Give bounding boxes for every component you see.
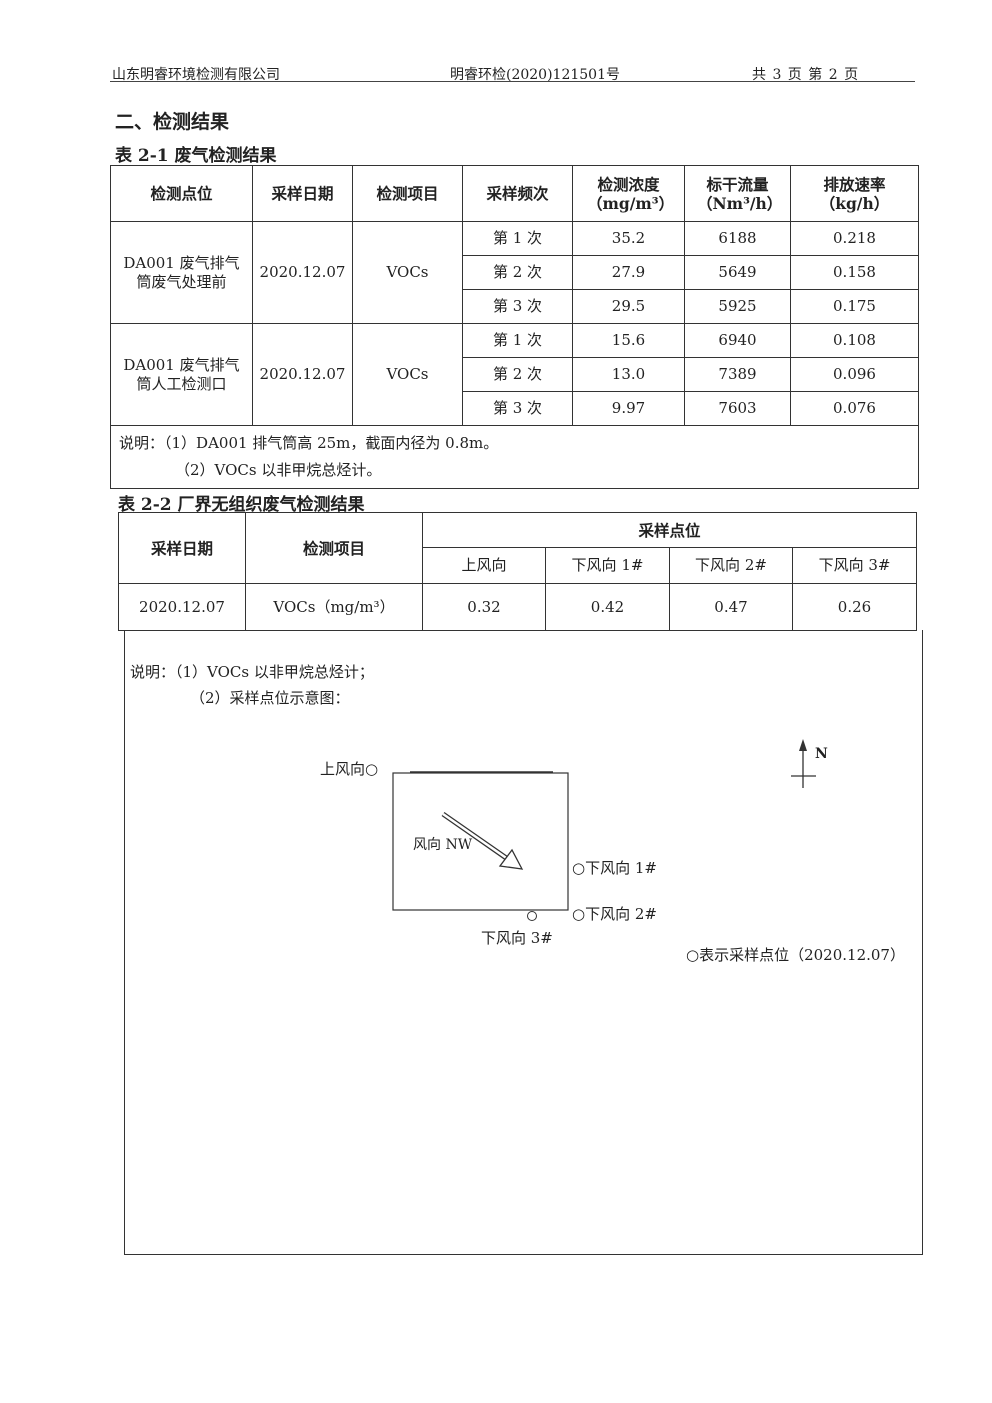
- freq-cell: 第 2 次: [462, 255, 573, 290]
- freq-cell: 第 2 次: [462, 357, 573, 392]
- col-header: 下风向 3#: [791, 547, 918, 584]
- downwind2-label: ○下风向 2#: [572, 905, 657, 923]
- col-header: 检测点位: [110, 165, 253, 222]
- table2-notes-box: [124, 630, 923, 1255]
- freq-cell: 第 1 次: [462, 323, 573, 358]
- table-row: DA001 废气排气筒人工检测口 2020.12.07 VOCs 第 1 次 1…: [110, 323, 919, 426]
- flow-cell: 7389: [684, 357, 791, 392]
- col-header: 采样日期: [118, 512, 246, 584]
- table1-caption: 表 2-1 废气检测结果: [115, 146, 277, 166]
- table-row: 第 2 次 13.0 7389 0.096: [111, 357, 919, 392]
- rate-cell: 0.096: [790, 357, 919, 392]
- rate-cell: 0.076: [790, 391, 919, 426]
- legend-text: ○表示采样点位（2020.12.07）: [686, 946, 905, 964]
- wind-direction-label: 风向 NW: [413, 837, 473, 853]
- table2: 采样日期 检测项目 采样点位 上风向 下风向 1# 下风向 2# 下风向 3# …: [118, 512, 918, 631]
- table-row: DA001 废气排气筒废气处理前 2020.12.07 VOCs 第 1 次 3…: [110, 221, 919, 324]
- site-boundary: [392, 772, 569, 911]
- flow-cell: 5925: [684, 289, 791, 324]
- flow-cell: 6940: [684, 323, 791, 358]
- freq-cell: 第 3 次: [462, 289, 573, 324]
- page-info: 共 3 页 第 2 页: [752, 67, 860, 83]
- date-cell: 2020.12.07: [252, 323, 353, 426]
- note-1: 说明：（1）DA001 排气筒高 25m，截面内径为 0.8m。: [119, 434, 499, 452]
- table-row: 第 2 次 27.9 5649 0.158: [111, 255, 919, 290]
- company-name: 山东明睿环境检测有限公司: [112, 67, 280, 83]
- conc-cell: 27.9: [572, 255, 685, 290]
- col-header: 采样日期: [252, 165, 353, 222]
- value-cell: 0.42: [545, 583, 670, 631]
- date-cell: 2020.12.07: [118, 583, 246, 631]
- value-cell: 0.32: [422, 583, 546, 631]
- col-header: 检测项目: [245, 512, 423, 584]
- downwind3-label: 下风向 3#: [481, 929, 553, 947]
- flow-cell: 7603: [684, 391, 791, 426]
- point-cell: DA001 废气排气筒人工检测口: [110, 323, 253, 426]
- col-header: 检测浓度（mg/m³）: [572, 165, 685, 222]
- header-rule: [110, 81, 915, 82]
- report-number: 明睿环检(2020)121501号: [450, 67, 620, 83]
- section-title: 二、检测结果: [115, 111, 230, 133]
- table1-notes-row: 说明：（1）DA001 排气筒高 25m，截面内径为 0.8m。 （2）VOCs…: [110, 425, 919, 489]
- conc-cell: 29.5: [572, 289, 685, 324]
- item-cell: VOCs（mg/m³）: [245, 583, 423, 631]
- freq-cell: 第 1 次: [462, 221, 573, 256]
- table-row: 2020.12.07 VOCs（mg/m³） 0.32 0.42 0.47 0.…: [118, 583, 918, 631]
- rate-cell: 0.218: [790, 221, 919, 256]
- freq-cell: 第 3 次: [462, 391, 573, 426]
- downwind1-label: ○下风向 1#: [572, 859, 657, 877]
- table2-caption: 表 2-2 厂界无组织废气检测结果: [118, 495, 365, 515]
- wind-arrow-icon: [441, 811, 524, 870]
- point-cell: DA001 废气排气筒废气处理前: [110, 221, 253, 324]
- table-row: 第 3 次 9.97 7603 0.076: [111, 391, 919, 426]
- col-header: 采样频次: [462, 165, 573, 222]
- col-header: 下风向 2#: [669, 547, 793, 584]
- value-cell: 0.47: [669, 583, 793, 631]
- note-1: 说明：（1）VOCs 以非甲烷总烃计；: [130, 663, 374, 681]
- conc-cell: 35.2: [572, 221, 685, 256]
- note-2: （2）采样点位示意图：: [190, 689, 350, 707]
- rate-cell: 0.158: [790, 255, 919, 290]
- note-2: （2）VOCs 以非甲烷总烃计。: [175, 461, 382, 479]
- col-header: 检测项目: [352, 165, 463, 222]
- value-cell: 0.26: [791, 583, 918, 631]
- sampling-point-down3: [527, 911, 537, 921]
- table1-header-row: 检测点位 采样日期 检测项目 采样频次 检测浓度（mg/m³） 标干流量（Nm³…: [110, 165, 919, 222]
- upwind-label: 上风向○: [320, 760, 379, 778]
- col-header: 排放速率（kg/h）: [790, 165, 919, 222]
- north-label: N: [815, 746, 828, 762]
- north-arrow-icon: [791, 739, 816, 788]
- conc-cell: 15.6: [572, 323, 685, 358]
- table1: 检测点位 采样日期 检测项目 采样频次 检测浓度（mg/m³） 标干流量（Nm³…: [110, 165, 919, 489]
